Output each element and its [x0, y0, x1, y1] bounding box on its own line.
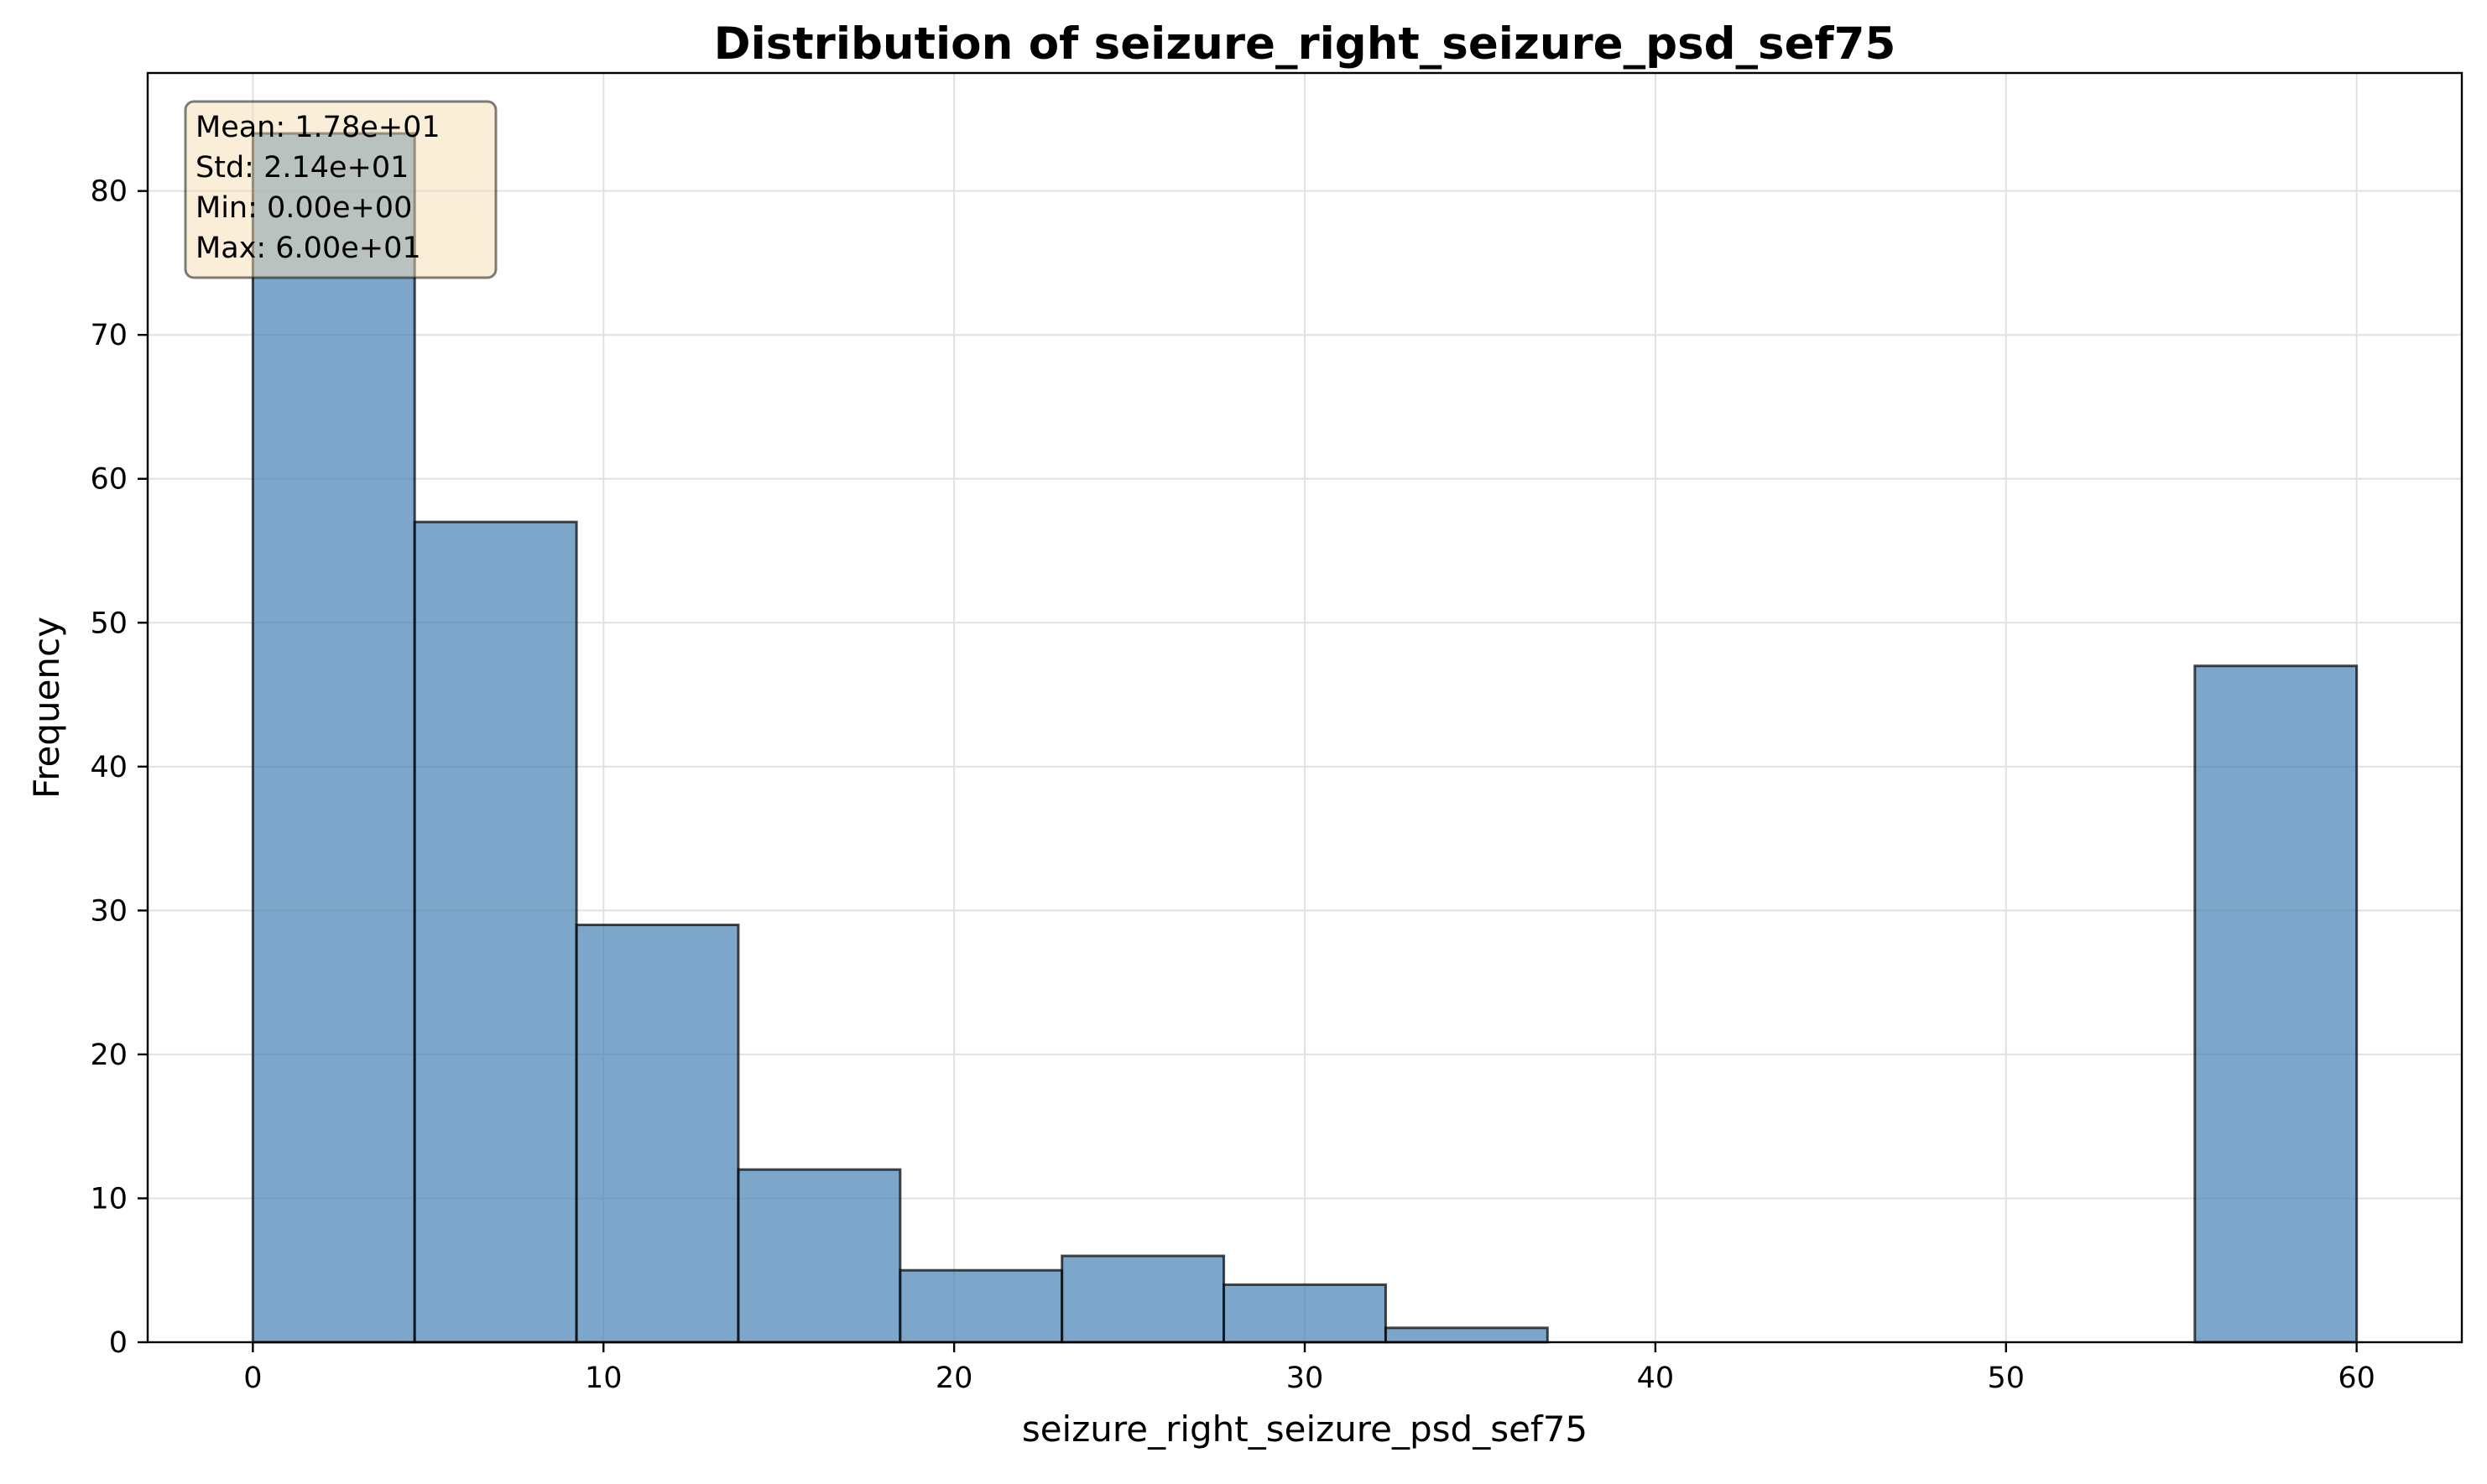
x-tick-label: 10: [585, 1362, 623, 1395]
y-tick-label: 60: [90, 463, 128, 497]
histogram-bar: [1061, 1254, 1226, 1344]
histogram-bar: [1384, 1326, 1549, 1344]
stats-box-background: [184, 100, 498, 279]
y-axis-label: Frequency: [26, 617, 67, 799]
x-axis-ticks: 0 10 20 30 40 50 60: [243, 1342, 2375, 1395]
stats-box-line: Max: 6.00e+01: [196, 232, 421, 265]
y-tick-label: 0: [109, 1326, 128, 1360]
histogram-bar: [899, 1268, 1064, 1344]
x-tick-label: 40: [1637, 1362, 1675, 1395]
y-tick-label: 80: [90, 175, 128, 209]
x-axis-label: seizure_right_seizure_psd_sef75: [1022, 1408, 1588, 1450]
histogram-bar: [737, 1168, 902, 1344]
stats-box: Mean: 1.78e+01 Std: 2.14e+01 Min: 0.00e+00…: [184, 100, 498, 279]
y-axis-ticks: 0 10 20 30 40 50 60 70 80: [90, 175, 148, 1360]
x-tick-label: 20: [936, 1362, 973, 1395]
y-tick-label: 70: [90, 319, 128, 352]
chart-title: Distribution of seizure_right_seizure_ps…: [714, 18, 1896, 70]
histogram-bar: [413, 520, 578, 1344]
y-tick-label: 10: [90, 1182, 128, 1216]
stats-box-line: Mean: 1.78e+01: [196, 111, 441, 144]
y-tick-label: 30: [90, 894, 128, 928]
stats-box-line: Min: 0.00e+00: [196, 191, 412, 225]
x-tick-label: 60: [2338, 1362, 2375, 1395]
histogram-bar: [2193, 664, 2359, 1344]
histogram-bar: [1223, 1283, 1387, 1344]
x-tick-label: 50: [1987, 1362, 2025, 1395]
y-tick-label: 50: [90, 607, 128, 640]
y-tick-label: 40: [90, 751, 128, 784]
histogram-bar: [251, 132, 416, 1344]
stats-box-line: Std: 2.14e+01: [196, 151, 409, 185]
y-tick-label: 20: [90, 1039, 128, 1072]
histogram-bar: [575, 924, 740, 1344]
x-tick-label: 0: [243, 1362, 262, 1395]
x-tick-label: 30: [1286, 1362, 1324, 1395]
